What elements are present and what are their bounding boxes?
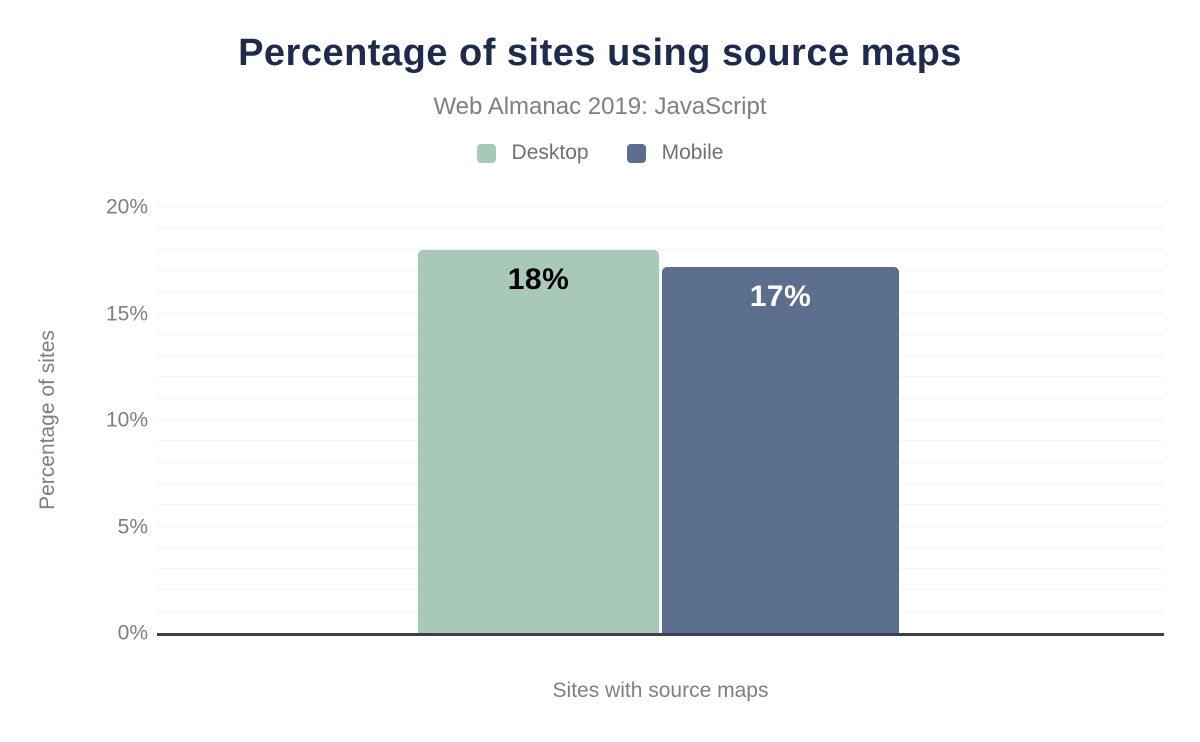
gridline (157, 376, 1164, 378)
gridline (157, 355, 1164, 357)
y-tick-label-5: 5% (117, 515, 148, 538)
chart-title: Percentage of sites using source maps (238, 32, 962, 74)
desktop-color-swatch-icon (476, 143, 496, 163)
bar-mobile[interactable]: 17% (662, 266, 899, 633)
y-tick-label-10: 10% (105, 408, 148, 432)
gridline (157, 461, 1164, 463)
gridline (157, 227, 1164, 229)
legend-label-mobile: Mobile (661, 141, 724, 164)
legend-item-desktop[interactable]: Desktop (476, 141, 589, 165)
gridline (157, 504, 1164, 506)
legend-label-desktop: Desktop (511, 141, 589, 164)
gridline (157, 546, 1164, 548)
gridline (157, 525, 1164, 527)
plot-area: 0% 5% 10% 15% 20% 18% 17% (106, 197, 1164, 644)
x-axis-label: Sites with source maps (552, 679, 769, 702)
gridline (157, 333, 1164, 335)
y-axis-title: Percentage of sites (36, 330, 59, 510)
mobile-color-swatch-icon (626, 143, 646, 163)
gridline (157, 206, 1164, 207)
gridline (157, 397, 1164, 399)
chart-subtitle: Web Almanac 2019: JavaScript (433, 93, 767, 120)
bar-value-label-mobile: 17% (749, 279, 812, 313)
y-tick-label-15: 15% (105, 302, 148, 325)
bar-desktop[interactable]: 18% (418, 249, 659, 633)
gridline (157, 440, 1164, 442)
gridline (157, 312, 1164, 314)
y-tick-label-20: 20% (105, 195, 148, 219)
legend-item-mobile[interactable]: Mobile (626, 141, 724, 165)
gridline (157, 248, 1164, 250)
gridline (157, 291, 1164, 293)
gridline (157, 482, 1164, 484)
gridline (157, 269, 1164, 271)
y-tick-label-0: 0% (117, 621, 148, 645)
gridline (157, 419, 1164, 420)
gridline (157, 568, 1164, 570)
gridline (157, 589, 1164, 591)
bar-value-label-desktop: 18% (507, 262, 570, 296)
gridline (157, 610, 1164, 612)
legend: Desktop Mobile (0, 141, 1200, 165)
